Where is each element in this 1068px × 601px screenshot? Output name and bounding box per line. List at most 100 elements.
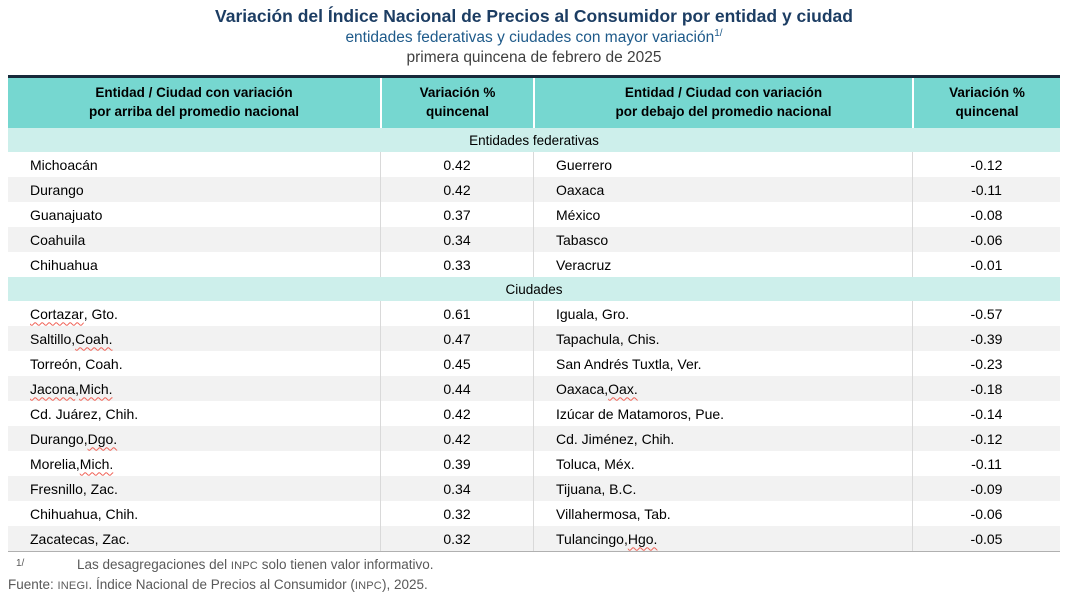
period-line: primera quincena de febrero de 2025 — [406, 49, 662, 67]
entity-above-name: Torreón, Coah. — [30, 355, 123, 372]
variation-below-value: -0.11 — [912, 451, 1060, 477]
table-row: Morelia, Mich. 0.39 Toluca, Méx. -0.11 — [8, 451, 1060, 477]
inpc-acronym: INPC — [230, 560, 258, 573]
table-row: Durango, Dgo. 0.42 Cd. Jiménez, Chih. -0.12 — [8, 426, 1060, 452]
footnote-text-post: solo tienen valor informativo. — [257, 557, 434, 573]
variation-below-value: -0.06 — [912, 501, 1060, 527]
entity-above-name: Michoacán — [30, 156, 98, 173]
variation-above-value: 0.32 — [380, 526, 533, 552]
table-row: Zacatecas, Zac. 0.32 Tulancingo, Hgo. -0.05 — [8, 526, 1060, 552]
entity-above-name: Cd. Juárez, Chih. — [30, 405, 139, 422]
entity-above-name: Chihuahua, Chih. — [30, 505, 139, 522]
table-row: Torreón, Coah. 0.45 San Andrés Tuxtla, Ver… — [8, 351, 1060, 377]
variation-below-value: -0.39 — [912, 326, 1060, 352]
footnote-reference: 1/ — [714, 27, 723, 39]
variation-above-value: 0.44 — [380, 376, 533, 402]
entity-below-name: México — [533, 202, 912, 228]
footnote-1: 1/ Las desagregaciones del INPC solo tie… — [8, 556, 1060, 574]
entity-above-name: Saltillo, Coah. — [30, 330, 113, 347]
entity-below-name: Tapachula, Chis. — [533, 326, 912, 352]
column-header-line: quincenal — [425, 104, 489, 120]
variation-below-value: -0.09 — [912, 476, 1060, 502]
source-line: Fuente: INEGI. Índice Nacional de Precio… — [8, 576, 1060, 594]
column-header-entity-above: Entidad / Ciudad con variación por arrib… — [8, 78, 380, 128]
table-row: Chihuahua, Chih. 0.32 Villahermosa, Tab. -0… — [8, 501, 1060, 527]
entity-above-name: Chihuahua — [30, 256, 98, 273]
entity-below-name: Oaxaca, Oax. — [533, 376, 912, 402]
variation-above-value: 0.34 — [380, 476, 533, 502]
variation-below-value: -0.06 — [912, 227, 1060, 253]
table-row: Cd. Juárez, Chih. 0.42 Izúcar de Matamoros… — [8, 401, 1060, 427]
entity-below-name: Guerrero — [533, 152, 912, 178]
variation-below-value: -0.05 — [912, 526, 1060, 552]
title-block: Variación del Índice Nacional de Precios… — [0, 0, 1068, 69]
entity-above-name: Fresnillo, Zac. — [30, 480, 118, 497]
source-pre: Fuente: — [8, 576, 58, 592]
variation-below-value: -0.57 — [912, 301, 1060, 327]
table-row: Saltillo, Coah. 0.47 Tapachula, Chis. -0.39 — [8, 326, 1060, 352]
entity-below-name: Cd. Jiménez, Chih. — [533, 426, 912, 452]
entity-below-name: Tijuana, B.C. — [533, 476, 912, 502]
table-row: Cortazar, Gto. 0.61 Iguala, Gro. -0.57 — [8, 301, 1060, 327]
variation-above-value: 0.47 — [380, 326, 533, 352]
variation-above-value: 0.61 — [380, 301, 533, 327]
entity-above-name: Durango — [30, 181, 84, 198]
variation-above-value: 0.39 — [380, 451, 533, 477]
entity-above-name: Morelia, Mich. — [30, 455, 114, 472]
entity-below-name: San Andrés Tuxtla, Ver. — [533, 351, 912, 377]
table-row: Durango 0.42 Oaxaca -0.11 — [8, 177, 1060, 203]
variation-below-value: -0.12 — [912, 426, 1060, 452]
variation-above-value: 0.37 — [380, 202, 533, 228]
column-header-line: Variación % — [949, 85, 1025, 101]
entity-below-name: Izúcar de Matamoros, Pue. — [533, 401, 912, 427]
variation-below-value: -0.11 — [912, 177, 1060, 203]
column-header-line: por arriba del promedio nacional — [88, 104, 300, 120]
source-post: ), 2025. — [381, 576, 428, 592]
variation-below-value: -0.18 — [912, 376, 1060, 402]
column-header-line: Entidad / Ciudad con variación — [95, 85, 293, 101]
source-mid: . Índice Nacional de Precios al Consumid… — [88, 576, 355, 592]
table-row: Chihuahua 0.33 Veracruz -0.01 — [8, 252, 1060, 278]
entity-above-name: Coahuila — [30, 231, 86, 248]
variation-above-value: 0.42 — [380, 401, 533, 427]
entity-above-name: Cortazar, Gto. — [30, 305, 118, 322]
column-header-line: Entidad / Ciudad con variación — [624, 85, 823, 101]
column-header-line: quincenal — [955, 104, 1019, 120]
variation-above-value: 0.32 — [380, 501, 533, 527]
table-row: Coahuila 0.34 Tabasco -0.06 — [8, 227, 1060, 253]
table-row: Fresnillo, Zac. 0.34 Tijuana, B.C. -0.09 — [8, 476, 1060, 502]
footnote-text: Las desagregaciones del INPC solo tienen… — [77, 556, 434, 574]
table-row: Michoacán 0.42 Guerrero -0.12 — [8, 152, 1060, 178]
variation-below-value: -0.12 — [912, 152, 1060, 178]
variation-above-value: 0.34 — [380, 227, 533, 253]
footnote-marker: 1/ — [16, 558, 25, 570]
entity-below-name: Oaxaca — [533, 177, 912, 203]
subtitle-text: entidades federativas y ciudades con may… — [345, 29, 715, 47]
column-header-line: por debajo del promedio nacional — [615, 104, 832, 120]
footnotes: 1/ Las desagregaciones del INPC solo tie… — [8, 556, 1060, 593]
inegi-acronym: INEGI — [57, 579, 89, 592]
section-header-row: Entidades federativas — [8, 128, 1060, 153]
table-row: Jacona, Mich. 0.44 Oaxaca, Oax. -0.18 — [8, 376, 1060, 402]
variation-above-value: 0.45 — [380, 351, 533, 377]
entity-below-name: Villahermosa, Tab. — [533, 501, 912, 527]
variation-above-value: 0.33 — [380, 252, 533, 278]
entity-above-name: Guanajuato — [30, 206, 103, 223]
variation-below-value: -0.14 — [912, 401, 1060, 427]
entity-below-name: Tulancingo, Hgo. — [533, 526, 912, 552]
column-header-line: Variación % — [419, 85, 496, 101]
column-header-variation-below: Variación % quincenal — [912, 78, 1060, 129]
table-header-row: Entidad / Ciudad con variación por arrib… — [8, 78, 1060, 129]
entity-below-name: Veracruz — [533, 252, 912, 278]
page-title: Variación del Índice Nacional de Precios… — [215, 6, 853, 26]
variation-above-value: 0.42 — [380, 152, 533, 178]
footnote-text-pre: Las desagregaciones del — [77, 557, 231, 573]
variation-below-value: -0.01 — [912, 252, 1060, 278]
entity-above-name: Zacatecas, Zac. — [30, 530, 130, 547]
variation-below-value: -0.08 — [912, 202, 1060, 228]
section-header-row: Ciudades — [8, 277, 1060, 302]
column-header-variation-above: Variación % quincenal — [380, 78, 533, 129]
variation-above-value: 0.42 — [380, 426, 533, 452]
entity-below-name: Tabasco — [533, 227, 912, 253]
